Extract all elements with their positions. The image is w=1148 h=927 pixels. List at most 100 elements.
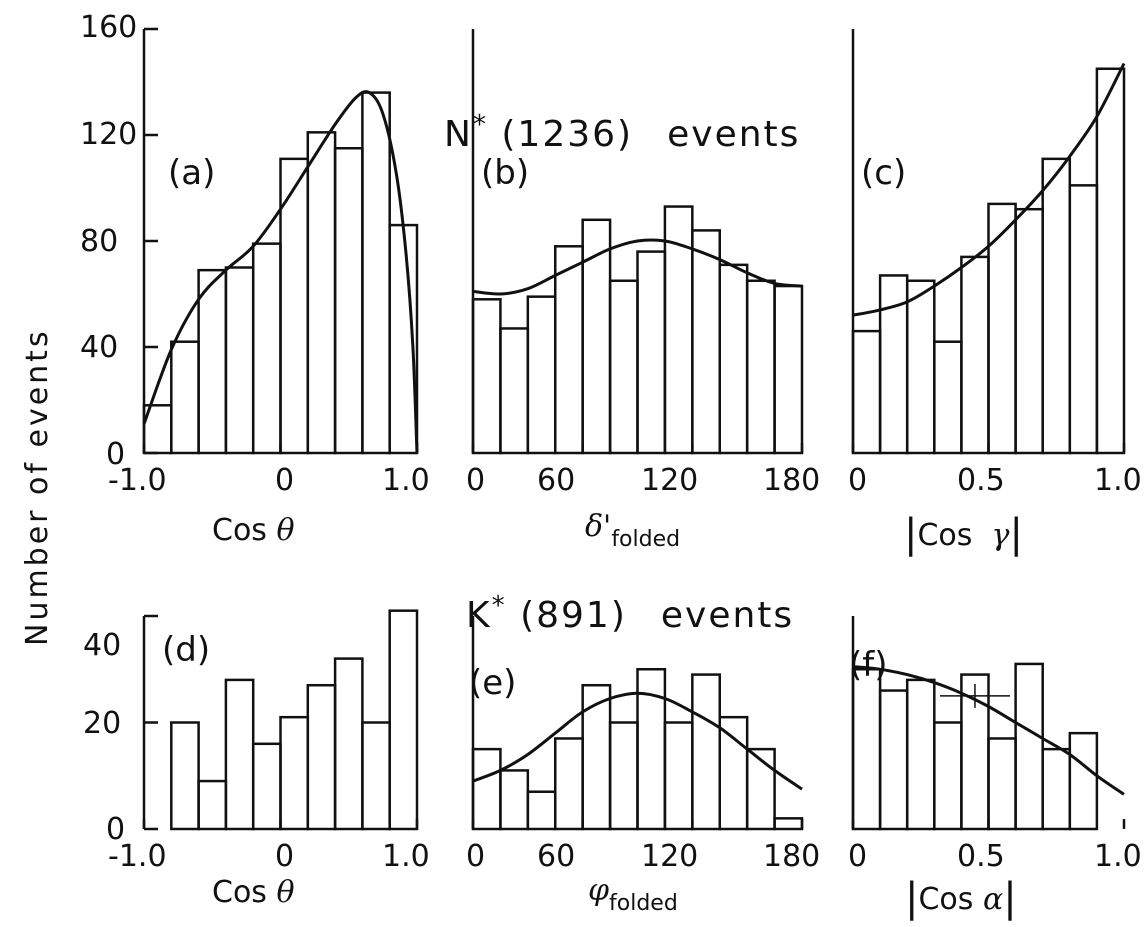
bar-d-5 [306,683,337,831]
panel-tag-a: (a) [168,153,216,193]
bar-b-8 [691,229,721,455]
bar-a-4 [251,242,282,455]
xtick-d-2: 1.0 [382,839,430,874]
bar-b-1 [499,327,530,455]
xlabel-f-main: Cos [918,882,974,917]
ytick-a-40: 40 [80,330,119,365]
xlabel-d: Cos θ [212,878,295,908]
bar-a-1 [170,340,200,455]
fit-curve-a [142,90,419,454]
bar-b-0 [471,298,502,455]
xtick-b-2: 120 [641,463,699,498]
xlabel-c-main: Cos [917,518,973,553]
ytick-a-120: 120 [80,117,138,152]
xtick-c-1: 0.5 [957,463,1005,498]
xtick-b-3: 180 [763,463,821,498]
bar-e-5 [608,721,639,831]
bar-c-2 [905,279,936,455]
group-n-particle: N [444,114,473,155]
group-k-mass: (891) [520,595,627,636]
panel-tag-e: (e) [469,663,517,703]
group-k-particle: K [466,595,492,636]
xtick-f-0: 0 [848,839,868,874]
bar-a-6 [306,131,337,455]
group-k-star: * [491,591,507,621]
bar-b-2 [526,295,557,455]
group-k-suffix: events [660,595,795,636]
xlabel-a-greek: θ [276,513,295,548]
bar-d-2 [224,678,255,831]
ytick-a-160: 160 [80,10,138,45]
bar-e-9 [718,715,749,831]
xtick-a-0: -1.0 [108,463,167,498]
xtick-a-2: 1.0 [382,463,430,498]
bar-e-4 [581,683,612,831]
group-heading-n: N* (1236) events [444,106,800,154]
xtick-f-2: 1.0 [1094,839,1142,874]
xtick-b-1: 60 [537,463,576,498]
bar-c-8 [1068,184,1099,455]
xtick-c-0: 0 [848,463,868,498]
group-n-star: * [472,110,488,140]
bar-a-2 [197,268,228,455]
group-n-suffix: events [667,114,801,155]
bar-f-7 [1041,747,1072,831]
bar-b-9 [718,263,749,455]
panel-tag-c: (c) [861,153,907,193]
bar-b-6 [636,250,667,455]
xtick-d-0: -1.0 [108,839,167,874]
bar-d-1 [197,779,228,831]
bar-e-10 [745,747,776,831]
bar-f-6 [1014,662,1044,831]
fit-curve-b [472,238,803,296]
fit-curve-c [852,62,1126,317]
bar-d-3 [251,742,282,831]
bar-c-6 [1014,207,1044,455]
bar-d-4 [279,715,310,831]
xtick-c-2: 1.0 [1094,463,1142,498]
bar-e-2 [526,790,557,831]
bar-f-3 [933,721,963,831]
bar-f-5 [987,737,1017,831]
bar-c-7 [1041,157,1072,455]
xlabel-d-greek: θ [276,875,295,910]
xtick-e-2: 120 [641,839,699,874]
panel-tag-b: (b) [481,153,530,193]
xlabel-f: |Cos α| [905,875,1017,921]
xtick-a-1: 0 [275,463,295,498]
group-heading-k: K* (891) events [466,587,794,635]
fit-curve-e [472,691,803,791]
bar-e-0 [471,747,502,831]
bar-a-8 [361,91,391,455]
xtick-f-1: 0.5 [957,839,1005,874]
bar-b-10 [745,279,776,455]
ytick-d-20: 20 [83,706,122,741]
xlabel-a: Cos θ [212,516,295,546]
xlabel-e-sub: folded [609,891,678,916]
bar-e-3 [554,737,584,831]
bar-d-8 [388,609,419,831]
xlabel-e-greek: φ [588,873,610,908]
xlabel-d-main: Cos [212,875,267,910]
bar-c-0 [851,329,882,455]
xtick-d-1: 0 [275,839,295,874]
ytick-d-40: 40 [83,628,122,663]
bar-c-4 [960,255,990,455]
bar-e-11 [773,817,804,831]
bar-a-7 [333,147,364,455]
bar-f-2 [905,678,936,831]
bar-e-7 [663,721,694,831]
bar-c-3 [933,340,963,455]
ytick-a-80: 80 [80,224,119,259]
bar-b-5 [608,279,639,455]
bar-b-11 [773,284,804,455]
bar-f-8 [1068,731,1099,831]
bar-d-6 [333,657,364,831]
bar-e-8 [691,673,721,831]
xlabel-e: φfolded [588,873,678,917]
panel-tag-d: (d) [162,630,211,670]
xlabel-c: |Cos γ| [904,511,1023,557]
xtick-e-3: 180 [763,839,821,874]
